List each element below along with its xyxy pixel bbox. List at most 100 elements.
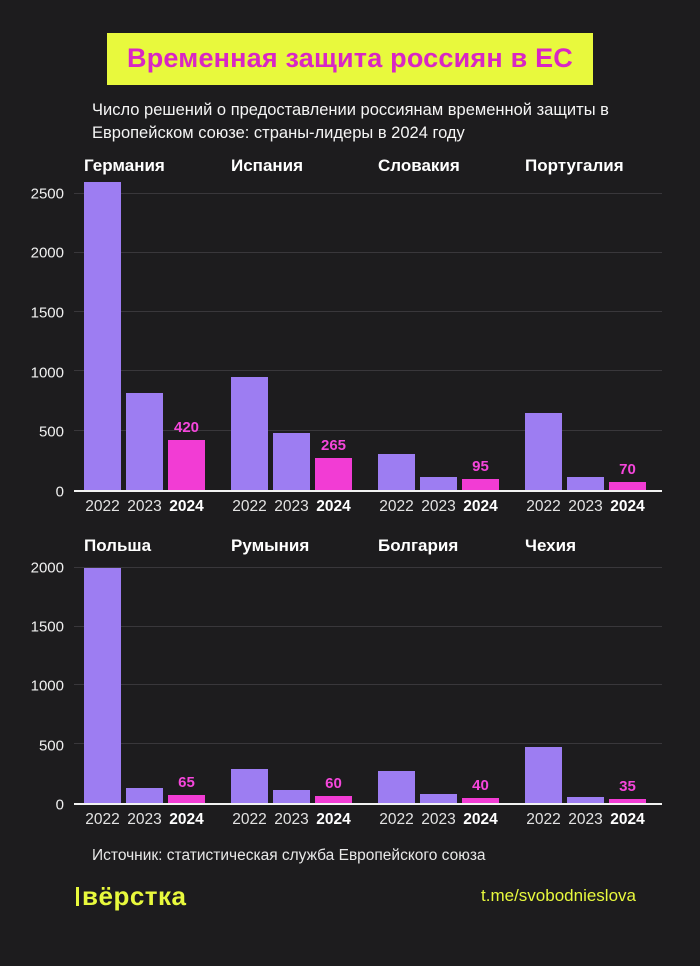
gridline: [74, 429, 662, 431]
y-axis: 0 500 1000 1500 2000: [22, 559, 74, 813]
x-tick-label: 2024: [610, 810, 645, 828]
x-tick-label: 2022: [379, 810, 414, 828]
chart-titles-row: Германия Испания Словакия Португалия: [74, 156, 662, 176]
bar-value-label: 35: [619, 777, 636, 795]
plot-area: 420 265 95 70: [74, 181, 662, 492]
plot-cells: 65 60 40 35: [74, 562, 662, 803]
bar-2024: [315, 458, 352, 490]
bar-group: [378, 182, 415, 490]
x-axis-labels: 2022 2023 2024 2022 2023 2024 2022 2023 2024 2022…: [74, 811, 662, 829]
x-label-cell: 2022 2023 2024: [74, 498, 221, 516]
x-tick-label: 2022: [85, 810, 120, 828]
bar-2024: [609, 481, 646, 490]
chart-title: Румыния: [231, 535, 310, 555]
bar-group: [126, 562, 163, 803]
bar-group: 70: [609, 182, 646, 490]
x-tick-label: 2024: [316, 810, 351, 828]
x-axis-labels: 2022 2023 2024 2022 2023 2024 2022 2023 2024 2022…: [74, 498, 662, 516]
bar-group: [231, 182, 268, 490]
y-tick-label: 500: [38, 423, 64, 441]
footer: вёрстка t.me/svobodnieslova: [76, 881, 636, 912]
x-tick-label: 2023: [274, 497, 309, 515]
x-tick-label: 2024: [316, 497, 351, 515]
chart-cell: 65: [74, 562, 221, 803]
x-label-cell: 2022 2023 2024: [515, 498, 662, 516]
x-tick-label: 2023: [568, 810, 603, 828]
bar-group: 60: [315, 562, 352, 803]
chart-row: 0 500 1000 1500 2000 65 60 40 35: [22, 559, 662, 813]
bar-group: 420: [168, 182, 205, 490]
y-tick-label: 0: [55, 796, 64, 814]
chart-title: Португалия: [525, 155, 624, 175]
source-note: Источник: статистическая служба Европейс…: [92, 846, 486, 864]
bar-group: 35: [609, 562, 646, 803]
bar-2024: [315, 795, 352, 803]
y-tick-label: 1000: [30, 677, 64, 695]
chart-title: Чехия: [525, 535, 576, 555]
gridline: [74, 684, 662, 686]
bar-2022: [525, 747, 562, 803]
chart-cell: 40: [368, 562, 515, 803]
bar-2022: [525, 412, 562, 490]
header: Временная защита россиян в ЕС: [0, 33, 700, 85]
charts-area: Германия Испания Словакия Португалия 0 500 100…: [0, 156, 700, 829]
x-label-cell: 2022 2023 2024: [368, 498, 515, 516]
bar-value-label: 60: [325, 774, 342, 792]
chart-row-section: Германия Испания Словакия Португалия 0 500 100…: [0, 156, 700, 516]
gridline: [74, 251, 662, 253]
bar-value-label: 95: [472, 457, 489, 475]
chart-title: Словакия: [378, 155, 460, 175]
x-tick-label: 2023: [568, 497, 603, 515]
telegram-link[interactable]: t.me/svobodnieslova: [481, 886, 636, 906]
x-tick-label: 2024: [463, 810, 498, 828]
x-tick-label: 2023: [421, 497, 456, 515]
x-tick-label: 2023: [127, 810, 162, 828]
bar-group: [420, 182, 457, 490]
x-tick-label: 2023: [421, 810, 456, 828]
chart-cell: 35: [515, 562, 662, 803]
bar-2024: [168, 440, 205, 490]
bar-2023: [420, 477, 457, 490]
bar-2023: [273, 789, 310, 803]
bar-group: [231, 562, 268, 803]
bar-group: [84, 562, 121, 803]
logo-text: вёрстка: [82, 880, 187, 911]
chart-row-section: Польша Румыния Болгария Чехия 0 500 1000 1500 20…: [0, 536, 700, 829]
y-tick-label: 1500: [30, 304, 64, 322]
y-tick-label: 500: [38, 737, 64, 755]
bar-2022: [84, 567, 121, 803]
logo-mark-icon: [76, 886, 79, 906]
chart-cell: 95: [368, 182, 515, 490]
x-label-cell: 2022 2023 2024: [368, 811, 515, 829]
bar-group: [378, 562, 415, 803]
bar-group: [84, 181, 121, 490]
y-tick-label: 2000: [30, 244, 64, 262]
bar-value-label: 40: [472, 777, 489, 795]
x-label-cell: 2022 2023 2024: [74, 811, 221, 829]
bar-2022: [378, 454, 415, 490]
x-tick-label: 2022: [85, 497, 120, 515]
bar-group: 40: [462, 562, 499, 803]
bar-value-label: 265: [320, 437, 347, 455]
bar-2022: [84, 181, 121, 490]
x-tick-label: 2022: [379, 497, 414, 515]
x-label-cell: 2022 2023 2024: [515, 811, 662, 829]
bar-2022: [378, 771, 415, 803]
bar-group: [273, 182, 310, 490]
chart-titles-row: Польша Румыния Болгария Чехия: [74, 536, 662, 556]
x-tick-label: 2022: [232, 810, 267, 828]
y-tick-label: 2000: [30, 559, 64, 577]
bar-2023: [420, 794, 457, 803]
y-tick-label: 1500: [30, 618, 64, 636]
verstka-logo: вёрстка: [76, 881, 187, 912]
bar-2023: [273, 432, 310, 490]
chart-cell: 420: [74, 181, 221, 490]
bar-2024: [609, 798, 646, 803]
x-tick-label: 2024: [463, 497, 498, 515]
bar-2023: [126, 392, 163, 490]
chart-cell: 265: [221, 182, 368, 490]
bar-2024: [168, 795, 205, 803]
gridline: [74, 370, 662, 372]
x-tick-label: 2024: [610, 497, 645, 515]
gridline: [74, 743, 662, 745]
